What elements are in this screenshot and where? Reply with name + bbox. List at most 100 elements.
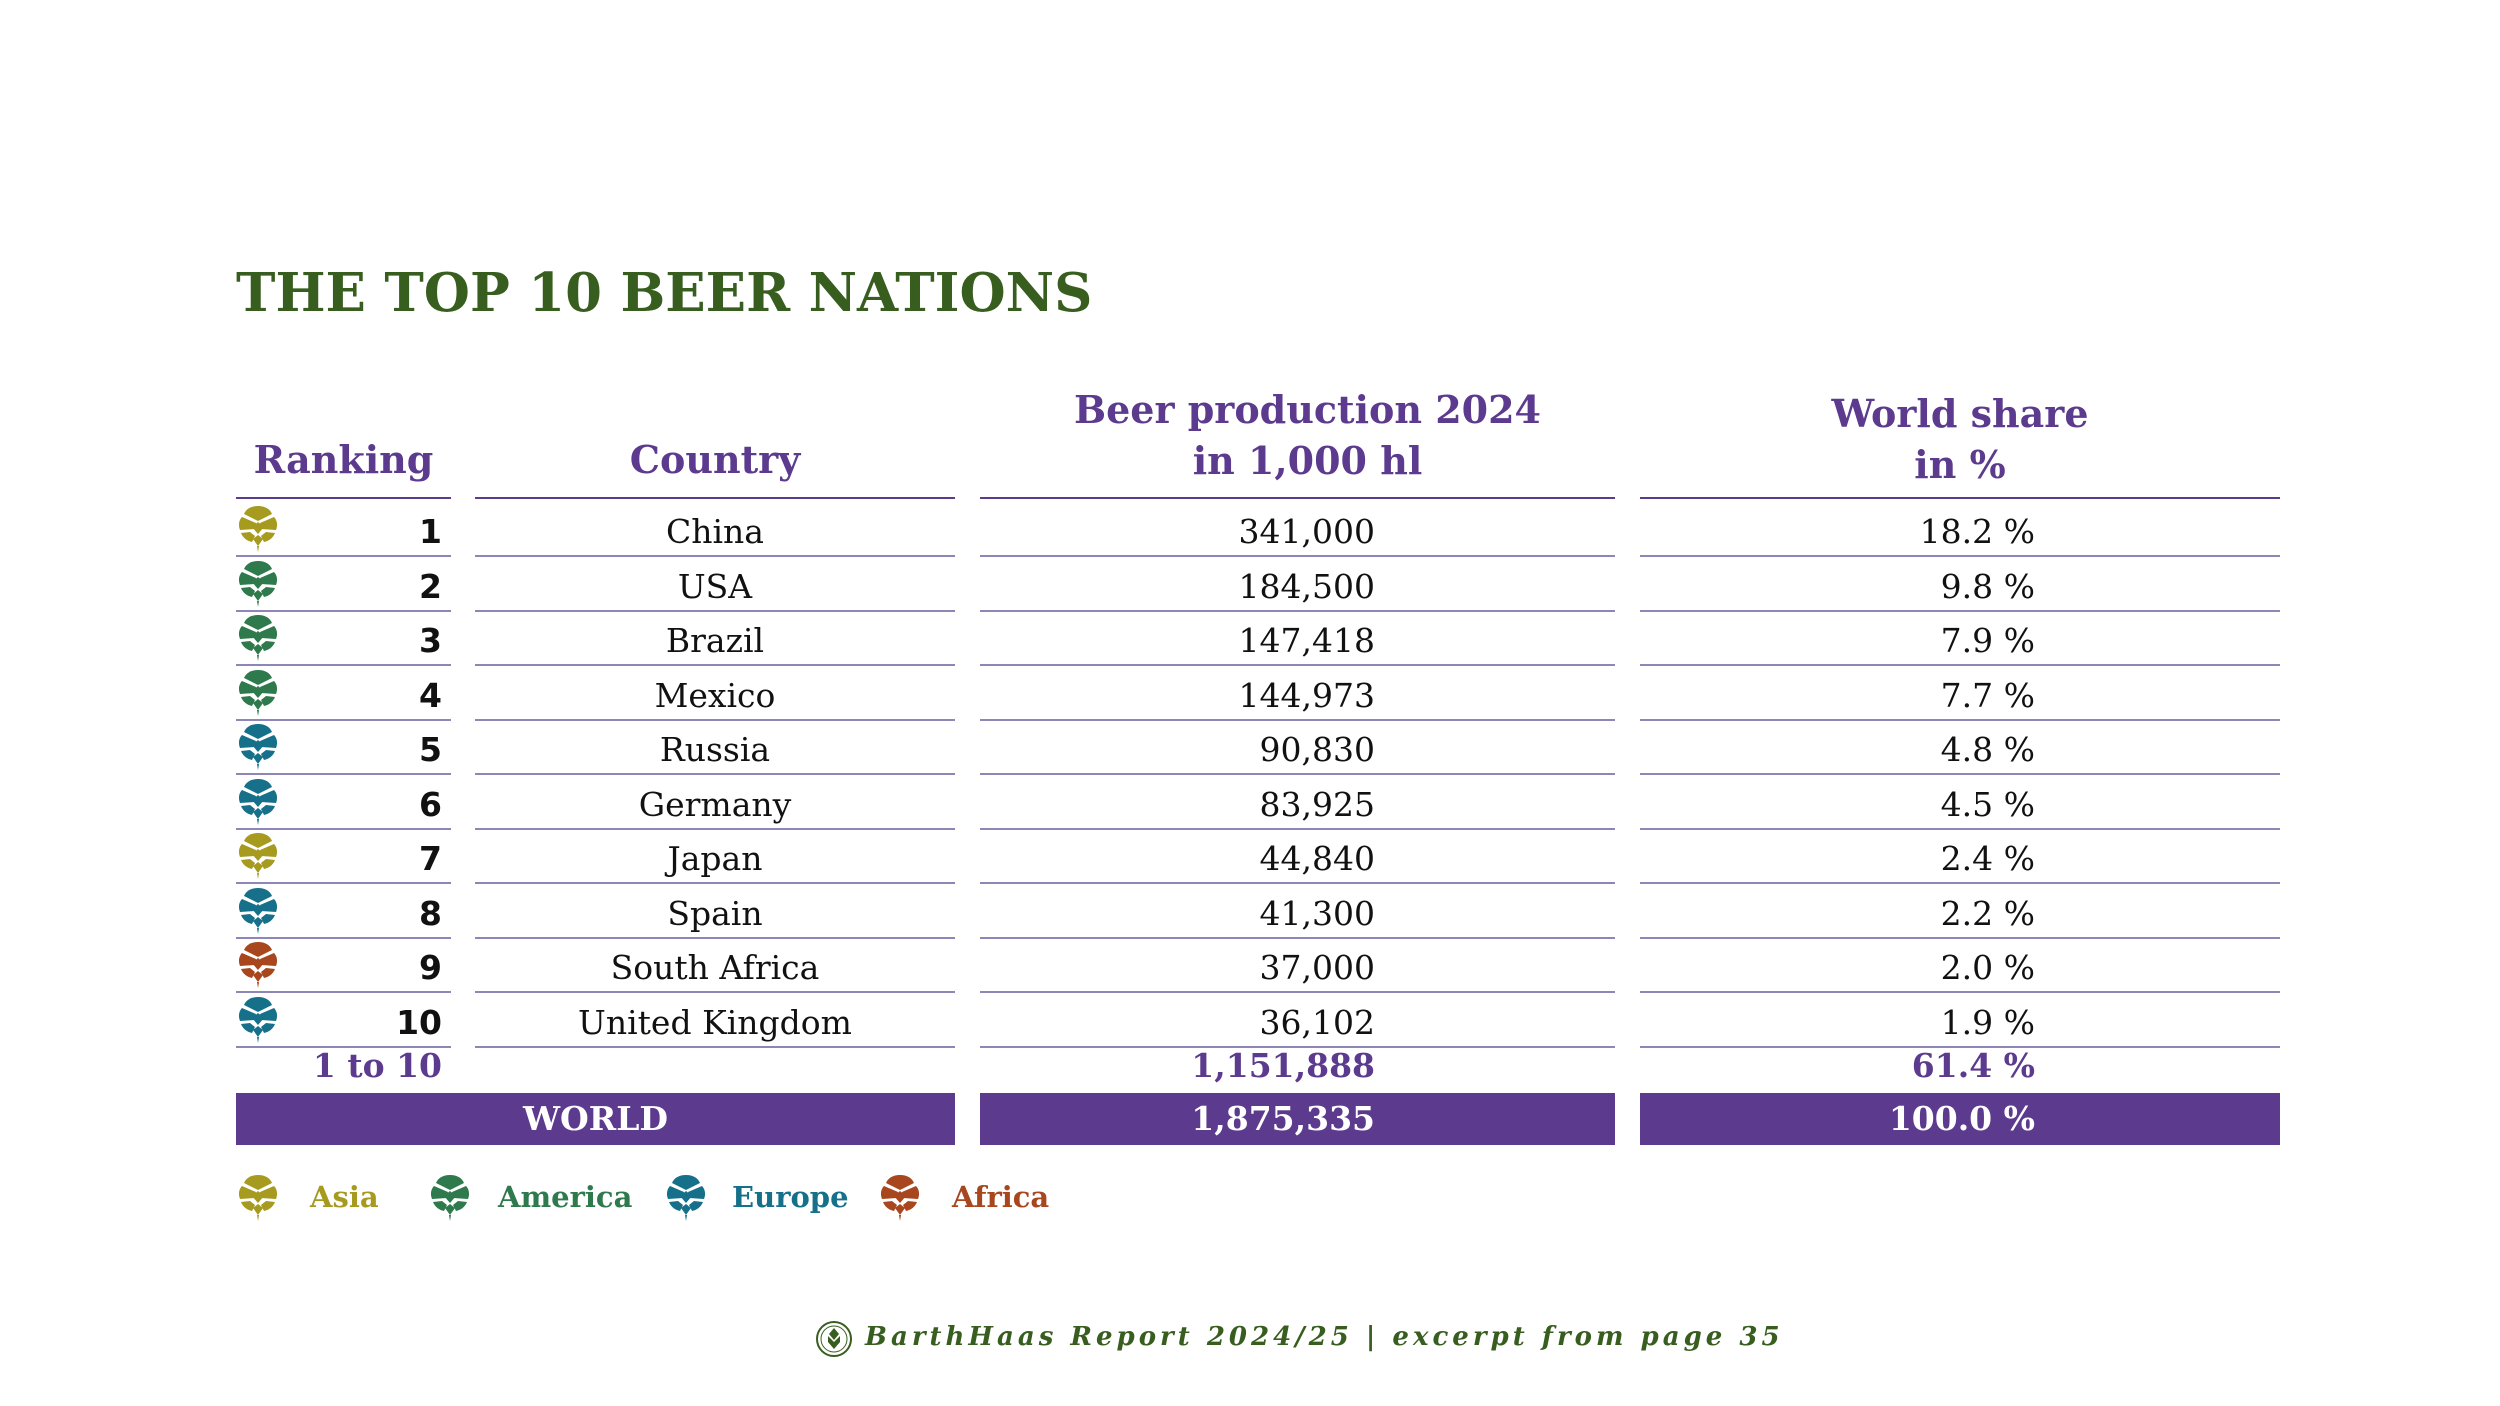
production-cell: 83,925 (1259, 785, 1375, 824)
subtotal-share: 61.4 % (1911, 1046, 2035, 1085)
hop-cone-icon (880, 1175, 920, 1221)
row-divider (1640, 828, 2280, 830)
header-share-line1: World share (1831, 391, 2089, 436)
row-divider (475, 555, 955, 557)
row-divider (475, 937, 955, 939)
production-cell: 144,973 (1238, 676, 1375, 715)
row-divider (980, 719, 1615, 721)
header-rule-share (1640, 497, 2280, 499)
row-divider (236, 610, 451, 612)
row-divider (980, 664, 1615, 666)
header-rule-ranking (236, 497, 451, 499)
legend-america-label: America (498, 1180, 633, 1214)
country-cell: Germany (638, 785, 792, 824)
region-hop-icon (236, 505, 280, 553)
country-cell: China (666, 512, 764, 551)
hop-cone-icon (238, 615, 278, 661)
country-cell: Spain (667, 894, 763, 933)
region-hop-icon (236, 941, 280, 989)
row-divider (980, 773, 1615, 775)
table-row: 3 Brazil 147,418 7.9 % (0, 614, 2500, 668)
rank-cell: 9 (419, 948, 442, 987)
row-divider (1640, 664, 2280, 666)
header-ranking-label: Ranking (253, 437, 434, 482)
region-hop-icon (236, 887, 280, 935)
row-divider (980, 1046, 1615, 1048)
row-divider (1640, 610, 2280, 612)
hop-cone-icon (238, 1175, 278, 1221)
subtotal-row: 1 to 10 1,151,888 61.4 % (0, 1039, 2500, 1093)
legend-america-icon (428, 1174, 472, 1224)
row-divider (475, 828, 955, 830)
row-divider (236, 1046, 451, 1048)
region-hop-icon (236, 669, 280, 717)
header-share-line2: in % (1914, 442, 2006, 487)
row-divider (980, 882, 1615, 884)
header-production-line2: in 1,000 hl (1192, 438, 1423, 483)
legend-asia-label: Asia (310, 1180, 379, 1214)
hop-cone-icon (238, 888, 278, 934)
region-hop-icon (236, 614, 280, 662)
hop-cone-icon (238, 997, 278, 1043)
legend-africa-icon (878, 1174, 922, 1224)
rank-cell: 8 (419, 894, 442, 933)
hop-cone-icon (238, 670, 278, 716)
page-title: THE TOP 10 BEER NATIONS (236, 262, 1093, 324)
table-row: 8 Spain 41,300 2.2 % (0, 887, 2500, 941)
region-hop-icon (236, 996, 280, 1044)
share-cell: 7.9 % (1940, 621, 2035, 660)
region-hop-icon (236, 560, 280, 608)
table-row: 7 Japan 44,840 2.4 % (0, 832, 2500, 886)
rank-cell: 3 (419, 621, 442, 660)
production-cell: 341,000 (1238, 512, 1375, 551)
row-divider (475, 664, 955, 666)
header-ranking: Ranking (236, 434, 451, 485)
production-cell: 37,000 (1259, 948, 1375, 987)
country-cell: South Africa (610, 948, 820, 987)
row-divider (475, 882, 955, 884)
row-divider (980, 555, 1615, 557)
hop-cone-icon (238, 724, 278, 770)
production-cell: 44,840 (1259, 839, 1375, 878)
row-divider (236, 555, 451, 557)
rank-cell: 1 (419, 512, 442, 551)
production-cell: 36,102 (1259, 1003, 1375, 1042)
world-share: 100.0 % (1888, 1099, 2035, 1138)
rank-cell: 5 (419, 730, 442, 769)
hop-cone-icon (238, 942, 278, 988)
rank-cell: 2 (419, 567, 442, 606)
table-row: 10 United Kingdom 36,102 1.9 % (0, 996, 2500, 1050)
hop-cone-icon (430, 1175, 470, 1221)
country-cell: Mexico (654, 676, 776, 715)
production-cell: 90,830 (1259, 730, 1375, 769)
row-divider (1640, 882, 2280, 884)
share-cell: 2.4 % (1940, 839, 2035, 878)
hop-cone-icon (238, 561, 278, 607)
legend-europe-label: Europe (732, 1180, 849, 1214)
world-production: 1,875,335 (1191, 1099, 1375, 1138)
row-divider (1640, 773, 2280, 775)
table-row: 1 China 341,000 18.2 % (0, 505, 2500, 559)
header-production: Beer production 2024 in 1,000 hl (980, 384, 1635, 486)
share-cell: 1.9 % (1940, 1003, 2035, 1042)
country-cell: USA (677, 567, 753, 606)
production-cell: 147,418 (1238, 621, 1375, 660)
legend-africa-label: Africa (952, 1180, 1050, 1214)
row-divider (236, 773, 451, 775)
row-divider (1640, 1046, 2280, 1048)
row-divider (475, 1046, 955, 1048)
row-divider (980, 937, 1615, 939)
hop-seal-icon (816, 1321, 852, 1357)
row-divider (980, 610, 1615, 612)
hop-cone-icon (238, 506, 278, 552)
row-divider (980, 991, 1615, 993)
header-production-line1: Beer production 2024 (1074, 387, 1541, 432)
row-divider (236, 719, 451, 721)
region-hop-icon (236, 832, 280, 880)
region-hop-icon (236, 723, 280, 771)
country-cell: Japan (667, 839, 763, 878)
hop-cone-icon (238, 833, 278, 879)
header-rule-country (475, 497, 955, 499)
legend-europe-icon (664, 1174, 708, 1224)
table-row: 4 Mexico 144,973 7.7 % (0, 669, 2500, 723)
